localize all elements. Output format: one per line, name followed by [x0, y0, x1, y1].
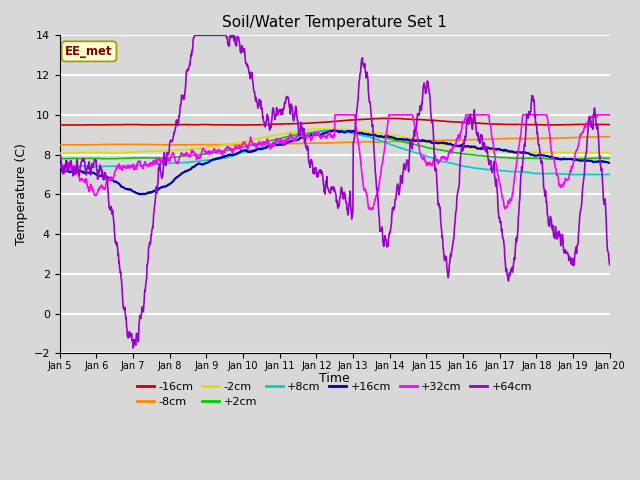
Y-axis label: Temperature (C): Temperature (C)	[15, 144, 28, 245]
Legend: -16cm, -8cm, -2cm, +2cm, +8cm, +16cm, +32cm, +64cm: -16cm, -8cm, -2cm, +2cm, +8cm, +16cm, +3…	[133, 377, 536, 411]
X-axis label: Time: Time	[319, 372, 350, 385]
Text: EE_met: EE_met	[65, 45, 113, 58]
Title: Soil/Water Temperature Set 1: Soil/Water Temperature Set 1	[222, 15, 447, 30]
